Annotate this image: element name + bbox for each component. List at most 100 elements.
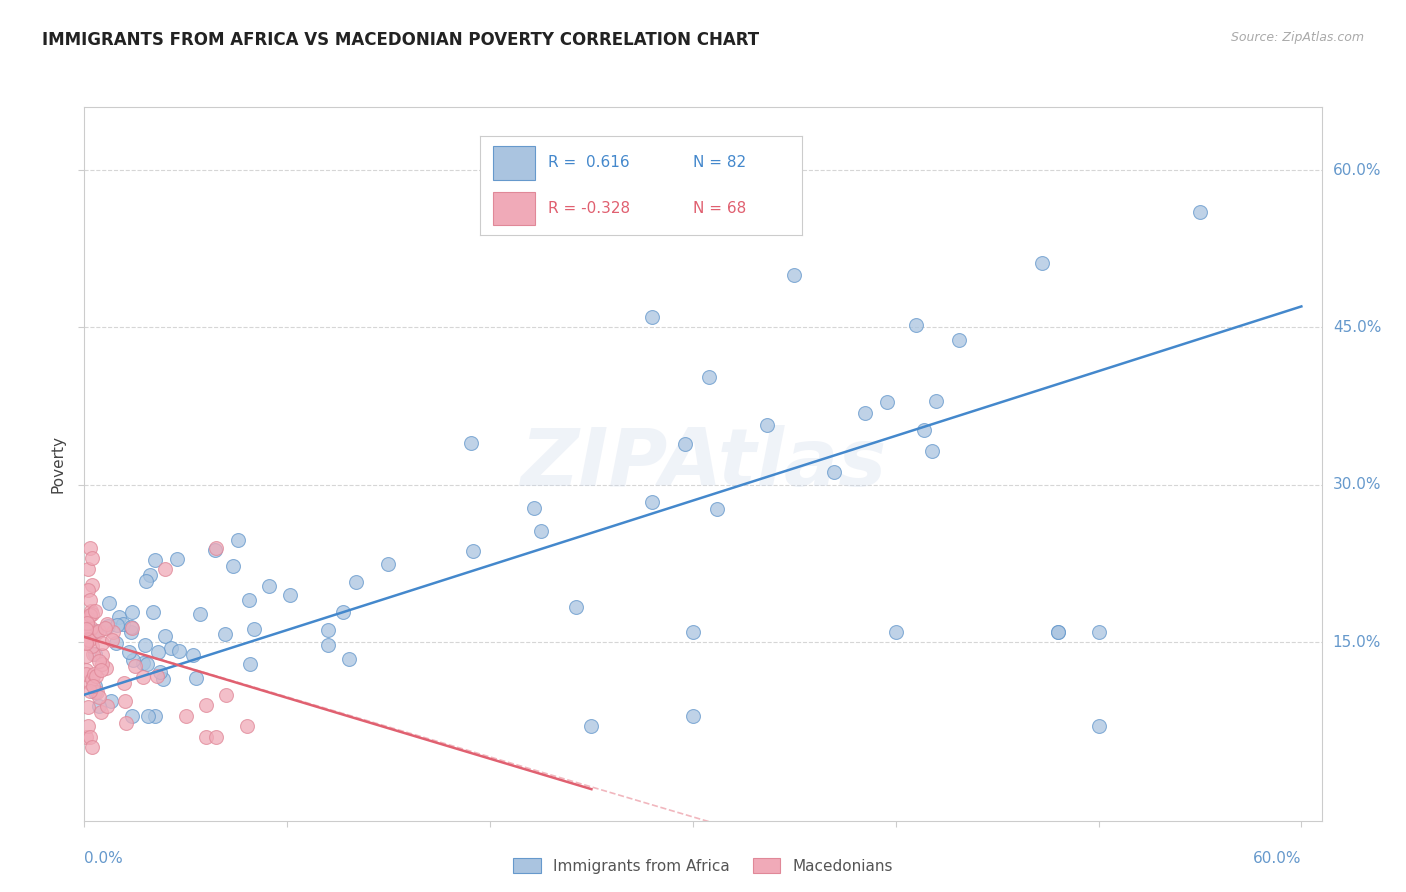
Point — [132, 670, 155, 684]
Point — [641, 495, 664, 509]
Point — [105, 618, 128, 632]
Point — [215, 688, 238, 702]
Point — [226, 533, 249, 547]
Point — [82, 551, 104, 566]
Point — [155, 562, 177, 576]
Point — [239, 657, 262, 671]
Point — [76, 611, 98, 625]
Point — [124, 659, 146, 673]
Point — [77, 562, 100, 576]
Point — [235, 719, 257, 733]
Point — [83, 679, 105, 693]
Point — [1087, 624, 1109, 639]
Point — [89, 690, 111, 704]
Point — [84, 626, 107, 640]
Point — [96, 699, 118, 714]
Point — [82, 647, 104, 661]
Point — [188, 607, 211, 622]
Point — [76, 632, 98, 646]
Point — [139, 568, 162, 582]
Point — [905, 318, 928, 332]
Point — [755, 418, 778, 433]
Point — [108, 610, 131, 624]
Point — [105, 636, 128, 650]
Point — [853, 406, 876, 420]
Point — [697, 369, 720, 384]
Point — [91, 657, 114, 671]
Point — [101, 632, 124, 647]
Point — [117, 645, 139, 659]
Point — [75, 635, 97, 649]
Point — [205, 730, 228, 744]
Point — [142, 605, 165, 619]
Point — [153, 629, 176, 643]
Point — [79, 541, 101, 555]
Point — [90, 705, 112, 719]
Point — [76, 615, 98, 630]
Point — [204, 543, 226, 558]
Point — [673, 436, 696, 450]
Point — [97, 619, 120, 633]
Point — [83, 684, 105, 698]
Point — [79, 675, 101, 690]
Point — [122, 653, 145, 667]
Point — [460, 436, 482, 450]
Text: 30.0%: 30.0% — [1333, 477, 1381, 492]
Point — [120, 620, 142, 634]
Point — [90, 663, 112, 677]
Point — [80, 672, 103, 686]
Point — [77, 719, 100, 733]
Point — [82, 679, 104, 693]
Point — [77, 582, 100, 597]
Point — [174, 708, 197, 723]
Point — [75, 649, 97, 664]
Point — [181, 648, 204, 662]
Point — [823, 465, 845, 479]
Point — [79, 593, 101, 607]
Point — [79, 624, 101, 638]
Y-axis label: Poverty: Poverty — [51, 434, 66, 493]
Point — [166, 552, 188, 566]
Point — [146, 645, 169, 659]
Point — [377, 557, 399, 571]
Point — [84, 669, 107, 683]
Point — [682, 624, 704, 639]
Point — [121, 621, 143, 635]
Point — [925, 393, 948, 408]
Point — [120, 624, 142, 639]
Point — [146, 669, 169, 683]
Point — [134, 638, 156, 652]
Text: 60.0%: 60.0% — [1253, 851, 1302, 866]
Point — [80, 607, 103, 621]
Point — [93, 621, 115, 635]
Point — [82, 577, 104, 591]
Point — [75, 623, 97, 637]
Point — [112, 676, 135, 690]
Point — [80, 604, 103, 618]
Point — [316, 623, 339, 637]
Text: 60.0%: 60.0% — [1333, 162, 1381, 178]
Point — [97, 596, 120, 610]
Point — [132, 657, 155, 671]
Point — [1046, 624, 1069, 639]
Point — [83, 624, 105, 638]
Point — [75, 663, 97, 677]
Point — [136, 708, 159, 723]
Point — [1087, 719, 1109, 733]
Text: IMMIGRANTS FROM AFRICA VS MACEDONIAN POVERTY CORRELATION CHART: IMMIGRANTS FROM AFRICA VS MACEDONIAN POV… — [42, 31, 759, 49]
Point — [83, 604, 105, 618]
Point — [706, 502, 728, 516]
Point — [100, 694, 122, 708]
Text: N = 68: N = 68 — [693, 201, 745, 216]
Point — [115, 715, 138, 730]
Point — [114, 694, 136, 708]
Point — [96, 616, 118, 631]
Point — [75, 666, 97, 681]
Point — [461, 544, 484, 558]
Point — [152, 672, 174, 686]
Point — [87, 624, 110, 639]
Point — [83, 647, 105, 661]
Point — [641, 310, 664, 324]
Point — [186, 671, 208, 685]
Point — [80, 639, 103, 653]
